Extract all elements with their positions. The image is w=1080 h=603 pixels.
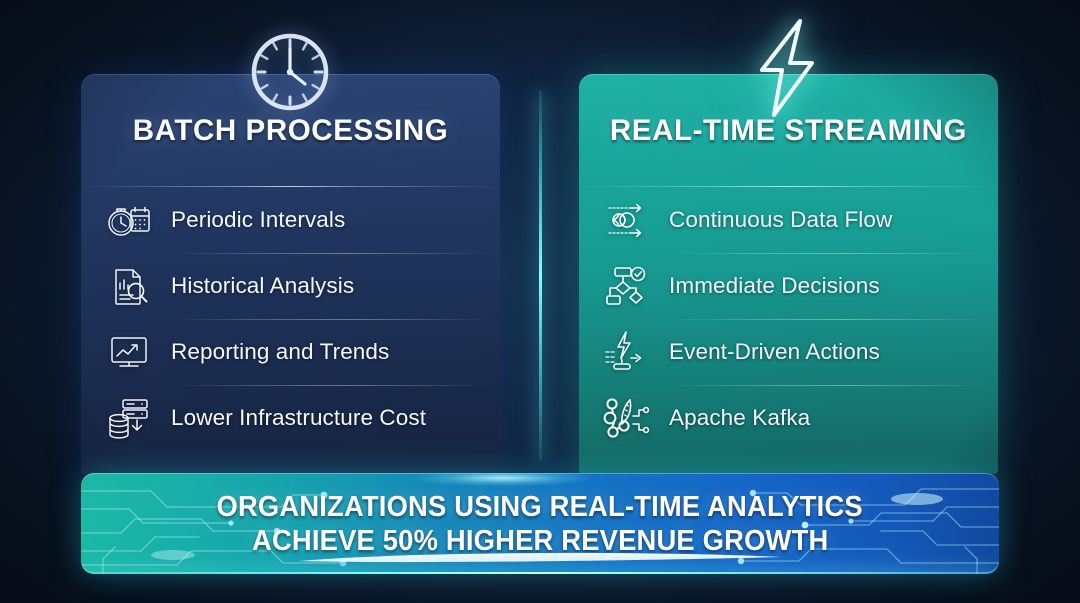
kafka-feather-nodes-icon [601, 394, 653, 442]
batch-processing-card-header: BATCH PROCESSING [81, 74, 500, 187]
lightning-bolt-icon [750, 18, 824, 118]
statistic-banner: ORGANIZATIONS USING REAL-TIME ANALYTICS … [81, 473, 999, 574]
card-header-divider [579, 186, 998, 187]
list-item-label: Historical Analysis [171, 273, 355, 298]
list-item[interactable]: Immediate Decisions [601, 253, 998, 319]
list-item-label: Lower Infrastructure Cost [171, 405, 427, 430]
clock-icon [245, 27, 335, 117]
monitor-trend-chart-icon [103, 328, 155, 376]
banner-text-block: ORGANIZATIONS USING REAL-TIME ANALYTICS … [81, 473, 999, 574]
list-item[interactable]: Event-Driven Actions [601, 319, 998, 385]
real-time-streaming-card: REAL-TIME STREAMING Continuous Data [579, 74, 998, 474]
bolt-trigger-action-icon [601, 328, 653, 376]
flowchart-check-icon [601, 262, 653, 310]
list-item[interactable]: Periodic Intervals [103, 187, 500, 253]
list-item-label: Event-Driven Actions [669, 339, 880, 364]
infinity-flow-arrows-icon [601, 196, 653, 244]
real-time-streaming-title: REAL-TIME STREAMING [609, 113, 968, 147]
list-item-label: Periodic Intervals [171, 207, 346, 232]
list-item-label: Immediate Decisions [669, 273, 880, 298]
batch-processing-feature-list: Periodic Intervals Historical Analysis [81, 187, 500, 451]
batch-processing-card: BATCH PROCESSING [81, 74, 500, 474]
banner-bottom-glow [85, 572, 995, 574]
list-item[interactable]: Apache Kafka [601, 385, 998, 451]
real-time-streaming-feature-list: Continuous Data Flow Immediate De [579, 187, 998, 451]
server-coins-down-arrow-icon [103, 394, 155, 442]
vertical-glow-divider [539, 90, 542, 460]
banner-headline-line-2: ACHIEVE 50% HIGHER REVENUE GROWTH [251, 524, 829, 557]
list-item[interactable]: Lower Infrastructure Cost [103, 385, 500, 451]
list-item-label: Reporting and Trends [171, 339, 390, 364]
card-header-divider [81, 186, 500, 187]
list-item-label: Continuous Data Flow [669, 207, 893, 232]
list-item[interactable]: Reporting and Trends [103, 319, 500, 385]
list-item-label: Apache Kafka [669, 405, 811, 430]
document-chart-magnifier-icon [103, 262, 155, 310]
list-item[interactable]: Continuous Data Flow [601, 187, 998, 253]
stopwatch-calendar-icon [103, 196, 155, 244]
real-time-streaming-card-header: REAL-TIME STREAMING [579, 74, 998, 187]
banner-headline-line-1: ORGANIZATIONS USING REAL-TIME ANALYTICS [216, 491, 864, 524]
batch-processing-title: BATCH PROCESSING [132, 113, 449, 147]
list-item[interactable]: Historical Analysis [103, 253, 500, 319]
